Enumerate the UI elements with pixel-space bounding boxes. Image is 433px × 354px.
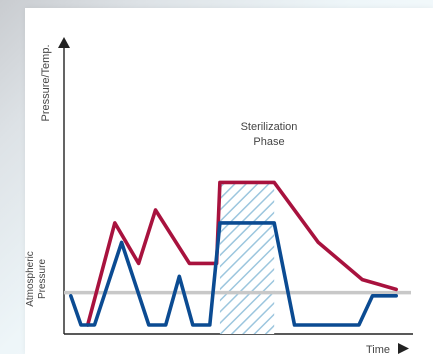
annotation-label-line-2: Phase bbox=[253, 136, 284, 148]
y-axis-arrow-icon bbox=[58, 37, 70, 48]
chart-card: Pressure/Temp. Time Atmospheric Pressure… bbox=[25, 8, 433, 354]
plot-area bbox=[64, 180, 411, 334]
reference-label-line-2: Pressure bbox=[37, 259, 48, 299]
process-chart: Pressure/Temp. Time Atmospheric Pressure… bbox=[25, 37, 413, 354]
reference-label-line-1: Atmospheric bbox=[25, 251, 36, 307]
annotation-label-line-1: Sterilization bbox=[241, 121, 298, 133]
x-axis-label: Time bbox=[366, 344, 390, 354]
x-axis-arrow-icon bbox=[398, 343, 409, 354]
y-axis-label: Pressure/Temp. bbox=[40, 44, 52, 121]
sterilization-phase-region bbox=[219, 182, 275, 334]
series-line-2 bbox=[68, 221, 399, 327]
